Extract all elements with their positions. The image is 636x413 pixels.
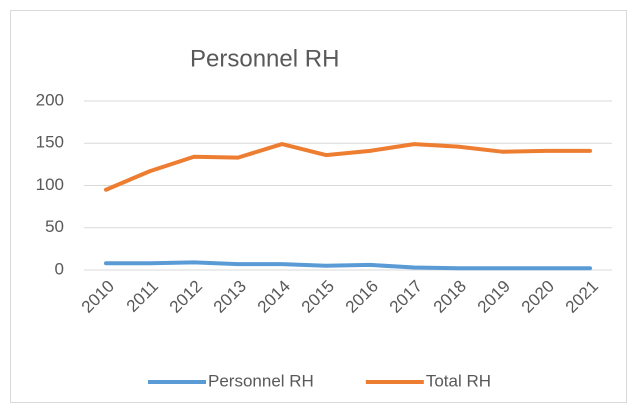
chart-frame — [10, 10, 627, 403]
y-tick-label: 50 — [45, 217, 64, 236]
y-tick-label: 150 — [36, 133, 64, 152]
legend-label: Personnel RH — [208, 371, 314, 390]
series-line — [104, 142, 592, 192]
series-line — [104, 260, 592, 271]
y-tick-label: 100 — [36, 175, 64, 194]
y-tick-label: 200 — [36, 90, 64, 109]
chart-title: Personnel RH — [190, 45, 339, 72]
y-tick-label: 0 — [55, 259, 64, 278]
legend-label: Total RH — [426, 371, 491, 390]
